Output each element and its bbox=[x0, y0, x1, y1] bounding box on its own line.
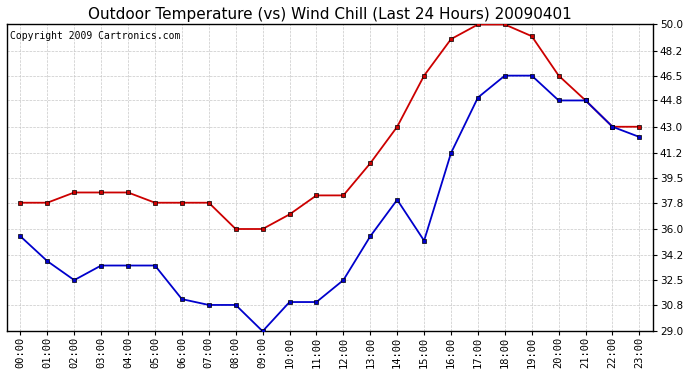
Title: Outdoor Temperature (vs) Wind Chill (Last 24 Hours) 20090401: Outdoor Temperature (vs) Wind Chill (Las… bbox=[88, 7, 572, 22]
Text: Copyright 2009 Cartronics.com: Copyright 2009 Cartronics.com bbox=[10, 31, 181, 40]
